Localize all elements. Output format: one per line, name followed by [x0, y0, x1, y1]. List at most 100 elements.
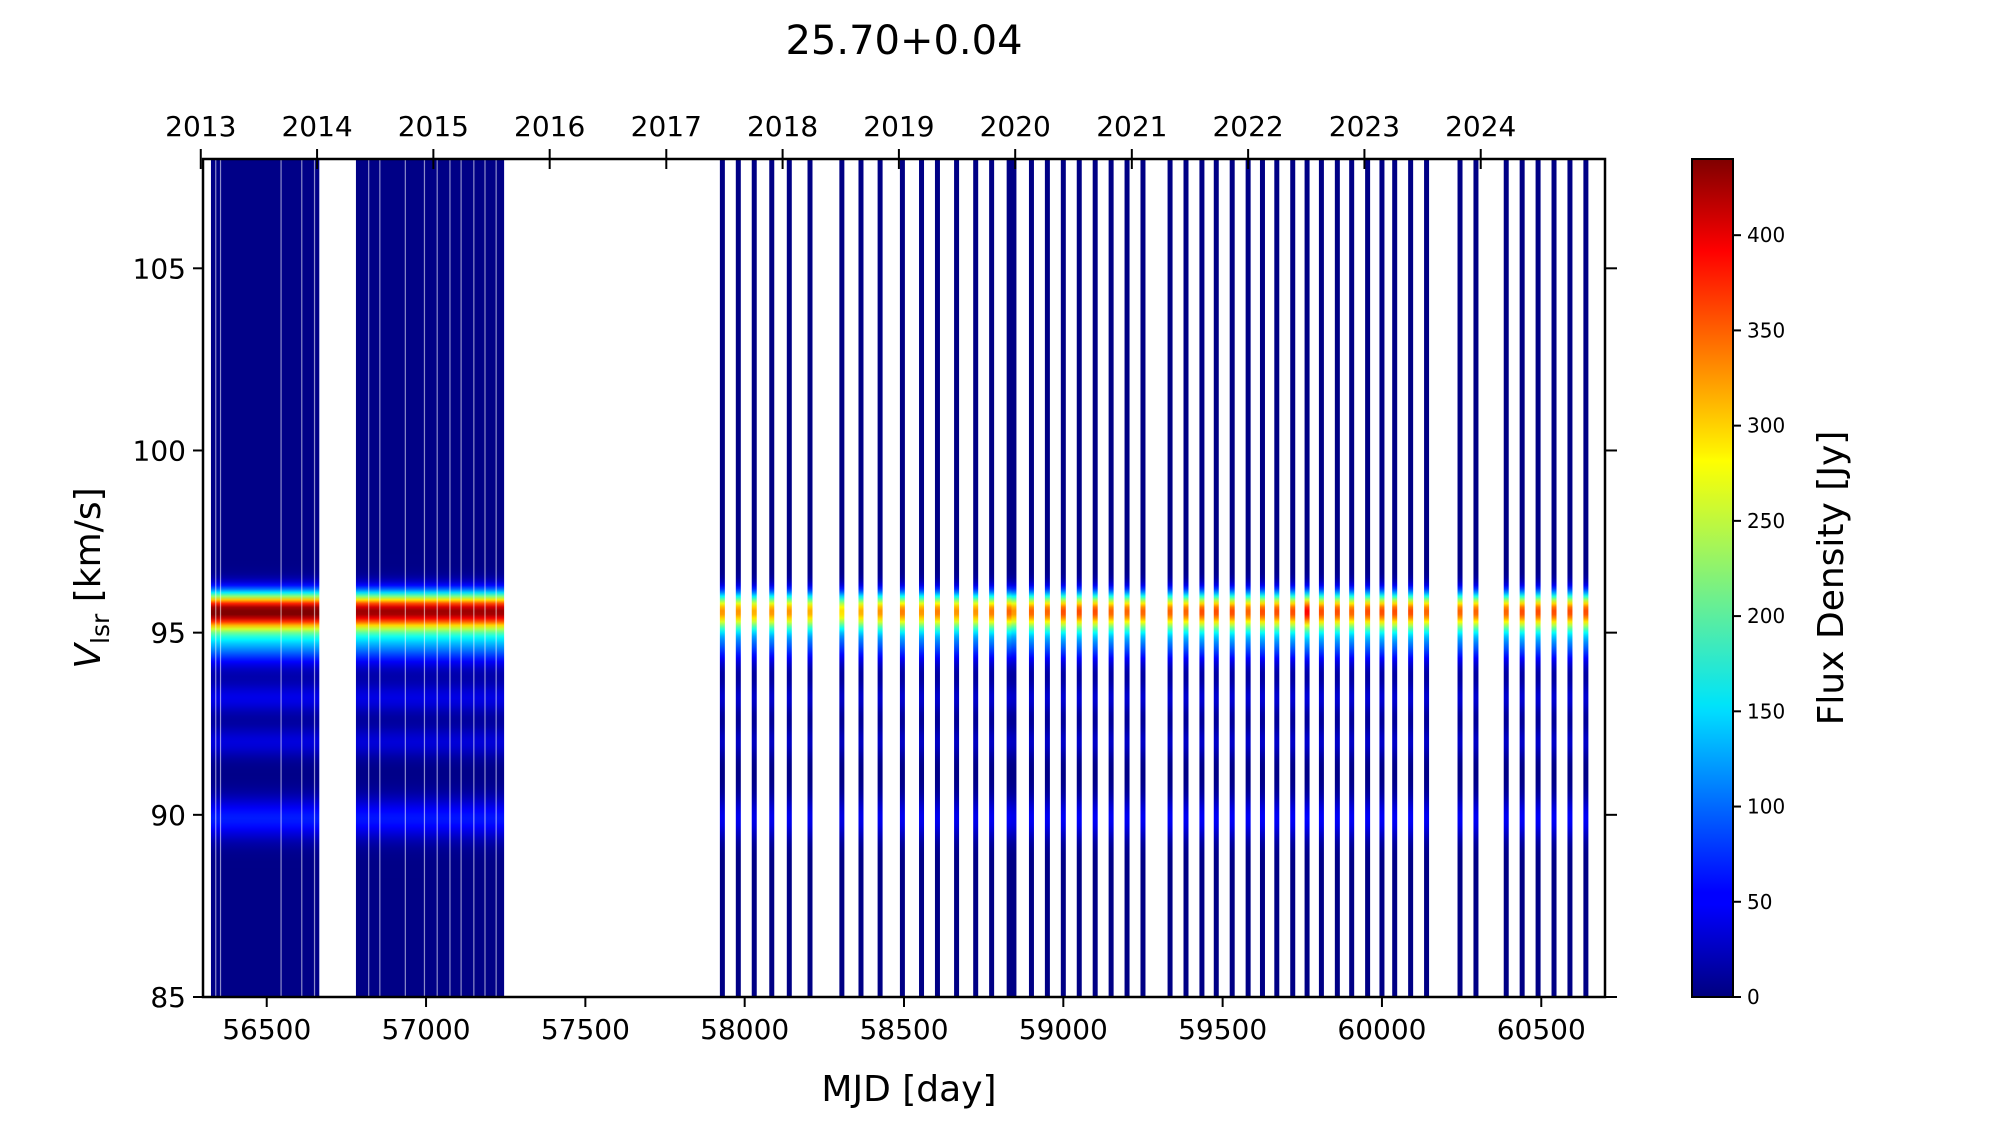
- observation-column: [1583, 159, 1589, 997]
- y-axis-label: Vlsr [km/s]: [68, 487, 115, 668]
- observation-column: [1140, 159, 1146, 997]
- x-tick-label: 58000: [700, 1013, 789, 1046]
- observation-gap: [215, 159, 217, 997]
- year-label: 2016: [514, 110, 585, 143]
- observation-gap: [473, 159, 475, 997]
- observation-column: [1519, 159, 1525, 997]
- observation-column: [839, 159, 845, 997]
- observation-gap: [423, 159, 426, 997]
- observation-column: [1551, 159, 1557, 997]
- colorbar-tick-label: 350: [1747, 318, 1785, 342]
- observation-column: [719, 159, 725, 997]
- x-tick-label: 57500: [541, 1013, 630, 1046]
- observation-gap: [301, 159, 303, 997]
- observation-column: [1028, 159, 1034, 997]
- observation-column: [1290, 159, 1296, 997]
- year-label: 2024: [1445, 110, 1516, 143]
- observation-column: [1424, 159, 1430, 997]
- observation-column: [1213, 159, 1219, 997]
- observation-column: [1124, 159, 1130, 997]
- observation-column: [1274, 159, 1280, 997]
- observation-column: [1334, 159, 1340, 997]
- y-axis-label-sub: lsr: [86, 613, 115, 644]
- colorbar-label: Flux Density [Jy]: [1811, 431, 1852, 726]
- observation-column: [989, 159, 995, 997]
- year-label: 2019: [863, 110, 934, 143]
- observation-column: [877, 159, 883, 997]
- observation-column: [954, 159, 960, 997]
- observation-column: [1379, 159, 1385, 997]
- observation-column: [807, 159, 813, 997]
- observation-column: [1167, 159, 1173, 997]
- y-tick-label: 95: [150, 617, 186, 650]
- observation-gap: [280, 159, 282, 997]
- observation-column: [1199, 159, 1205, 997]
- observation-column: [769, 159, 775, 997]
- colorbar-ticks: 0 50 100 150 200 250 300 350 400: [1733, 223, 1785, 1009]
- y-tick-label: 105: [133, 252, 186, 285]
- y-axis-label-rest: [km/s]: [68, 487, 109, 613]
- x-axis: 56500 57000 57500 58000 58500 59000 59500 60000…: [222, 997, 1586, 1046]
- colorbar-tick-label: 0: [1747, 985, 1760, 1009]
- observation-column: [1108, 159, 1114, 997]
- y-axis-label-main: V: [68, 642, 109, 669]
- y-axis: 85 90 95 100 105: [133, 252, 1617, 1014]
- x-tick-label: 59500: [1178, 1013, 1267, 1046]
- year-label: 2018: [747, 110, 818, 143]
- observation-column: [1567, 159, 1573, 997]
- x-tick-label: 57000: [382, 1013, 471, 1046]
- colorbar-tick-label: 400: [1747, 223, 1785, 247]
- observation-column: [1318, 159, 1324, 997]
- x-tick-label: 58500: [859, 1013, 948, 1046]
- observation-column: [1044, 159, 1050, 997]
- year-label: 2022: [1212, 110, 1283, 143]
- colorbar: [1691, 158, 1734, 998]
- observation-gap: [484, 159, 486, 997]
- observation-column: [1408, 159, 1414, 997]
- y-tick-label: 100: [133, 434, 186, 467]
- observation-gap: [495, 159, 497, 997]
- x-tick-label: 60000: [1337, 1013, 1426, 1046]
- y-tick-label: 85: [150, 981, 186, 1014]
- observation-gap: [449, 159, 451, 997]
- observation-column: [1365, 159, 1371, 997]
- colorbar-tick-label: 100: [1747, 795, 1785, 819]
- observation-column: [1535, 159, 1541, 997]
- year-label: 2023: [1329, 110, 1400, 143]
- observation-column: [751, 159, 757, 997]
- observation-column: [1349, 159, 1355, 997]
- observation-gap: [379, 159, 381, 997]
- observation-column: [1060, 159, 1066, 997]
- year-label: 2020: [980, 110, 1051, 143]
- observation-column: [1245, 159, 1251, 997]
- observation-column: [1076, 159, 1082, 997]
- year-label: 2015: [398, 110, 469, 143]
- top-year-axis: 2013 2014 2015 2016 2017 2018 2019 2020 2021 2022…: [165, 110, 1516, 169]
- x-tick-label: 56500: [222, 1013, 311, 1046]
- plot-area: [210, 159, 1589, 997]
- x-tick-label: 60500: [1497, 1013, 1586, 1046]
- year-label: 2013: [165, 110, 236, 143]
- colorbar-tick-label: 50: [1747, 890, 1772, 914]
- observation-gap: [219, 159, 222, 997]
- colorbar-tick-label: 300: [1747, 414, 1785, 438]
- observation-column: [786, 159, 792, 997]
- observation-column: [973, 159, 979, 997]
- observation-column: [1457, 159, 1463, 997]
- observation-gap: [460, 159, 462, 997]
- chart-title: 25.70+0.04: [785, 18, 1022, 64]
- year-label: 2014: [281, 110, 352, 143]
- x-axis-label: MJD [day]: [821, 1069, 996, 1110]
- observation-gap: [436, 159, 438, 997]
- observation-column: [934, 159, 940, 997]
- observation-column: [1006, 159, 1012, 997]
- observation-column: [735, 159, 741, 997]
- dense-observation-block: [210, 159, 320, 997]
- observation-column: [1011, 159, 1017, 997]
- observation-gap: [404, 159, 406, 997]
- observation-column: [919, 159, 925, 997]
- observation-column: [1473, 159, 1479, 997]
- y-tick-label: 90: [150, 799, 186, 832]
